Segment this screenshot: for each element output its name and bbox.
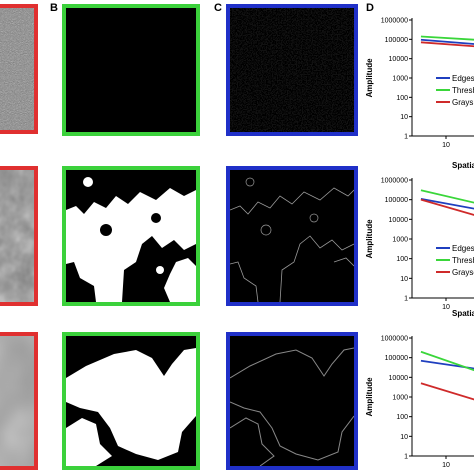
chart-d-row2: 1000000 100000 10000 1000 100 10 1 10 Amplitude S… xyxy=(365,178,474,318)
x-tick-label: 10 xyxy=(442,142,450,149)
y-tick-label: 10 xyxy=(400,114,408,121)
chart-d-row3: 1000000 100000 10000 1000 100 10 1 10 Amplitude xyxy=(365,336,474,469)
legend-label: Grayscales xyxy=(452,268,474,277)
y-tick-label: 1000 xyxy=(392,395,408,402)
legend-label: Thresho xyxy=(452,86,474,95)
series-line-2 xyxy=(420,198,474,216)
tile-a-row2-cloud xyxy=(0,166,38,306)
y-tick-label: 1 xyxy=(404,296,408,303)
y-axis-label: Amplitude xyxy=(365,219,374,259)
series-line-2 xyxy=(420,382,474,401)
tile-b-row1-threshold-noise xyxy=(62,4,200,136)
y-tick-label: 10000 xyxy=(389,375,409,382)
y-tick-label: 100000 xyxy=(385,37,408,44)
series-line-0 xyxy=(420,38,474,45)
y-tick-label: 10000 xyxy=(389,217,409,224)
y-tick-label: 1 xyxy=(404,134,408,141)
y-tick-label: 10 xyxy=(400,276,408,283)
y-tick-label: 100 xyxy=(396,414,408,421)
series-line-0 xyxy=(420,197,474,210)
series-line-1 xyxy=(420,35,474,41)
y-tick-label: 100000 xyxy=(385,355,408,362)
y-tick-label: 1000000 xyxy=(381,178,408,185)
tile-c-row1-edges-noise xyxy=(226,4,358,136)
tile-a-row3-blur xyxy=(0,332,38,470)
tile-c-row2-edges-cloud xyxy=(226,166,358,306)
tile-c-row3-edges-blur xyxy=(226,332,358,470)
legend-label: Edges xyxy=(452,74,474,83)
series-line-1 xyxy=(420,189,474,204)
panel-letter-b: B xyxy=(50,2,58,14)
y-tick-label: 100000 xyxy=(385,197,408,204)
chart-d-row1: 1000000 100000 10000 1000 100 10 1 10 Amplitude S… xyxy=(365,18,474,170)
x-axis-label: Spatial xyxy=(452,309,474,318)
y-tick-label: 1000000 xyxy=(381,336,408,343)
y-tick-label: 10000 xyxy=(389,56,409,63)
y-axis-label: Amplitude xyxy=(365,377,374,417)
tile-b-row3-threshold-blur xyxy=(62,332,200,470)
x-tick-label: 10 xyxy=(442,304,450,311)
legend-label: Threshold xyxy=(452,256,474,265)
series-line-2 xyxy=(420,41,474,48)
x-axis-label: Spatial xyxy=(452,161,474,170)
y-tick-label: 100 xyxy=(396,256,408,263)
y-tick-label: 100 xyxy=(396,95,408,102)
tile-a-row1-noise xyxy=(0,4,38,134)
x-tick-label: 10 xyxy=(442,462,450,469)
legend-label: Grays xyxy=(452,98,473,107)
series-line-0 xyxy=(420,359,474,370)
panel-letter-c: C xyxy=(214,2,222,14)
y-tick-label: 10 xyxy=(400,434,408,441)
tile-b-row2-threshold-cloud xyxy=(62,166,200,306)
series-line-1 xyxy=(420,350,474,372)
y-tick-label: 1 xyxy=(404,454,408,461)
y-tick-label: 1000 xyxy=(392,237,408,244)
y-tick-label: 1000 xyxy=(392,76,408,83)
y-axis-label: Amplitude xyxy=(365,58,374,98)
legend-label: Edges (-0. xyxy=(452,244,474,253)
panel-letter-d: D xyxy=(366,2,374,14)
y-tick-label: 1000000 xyxy=(381,18,408,25)
